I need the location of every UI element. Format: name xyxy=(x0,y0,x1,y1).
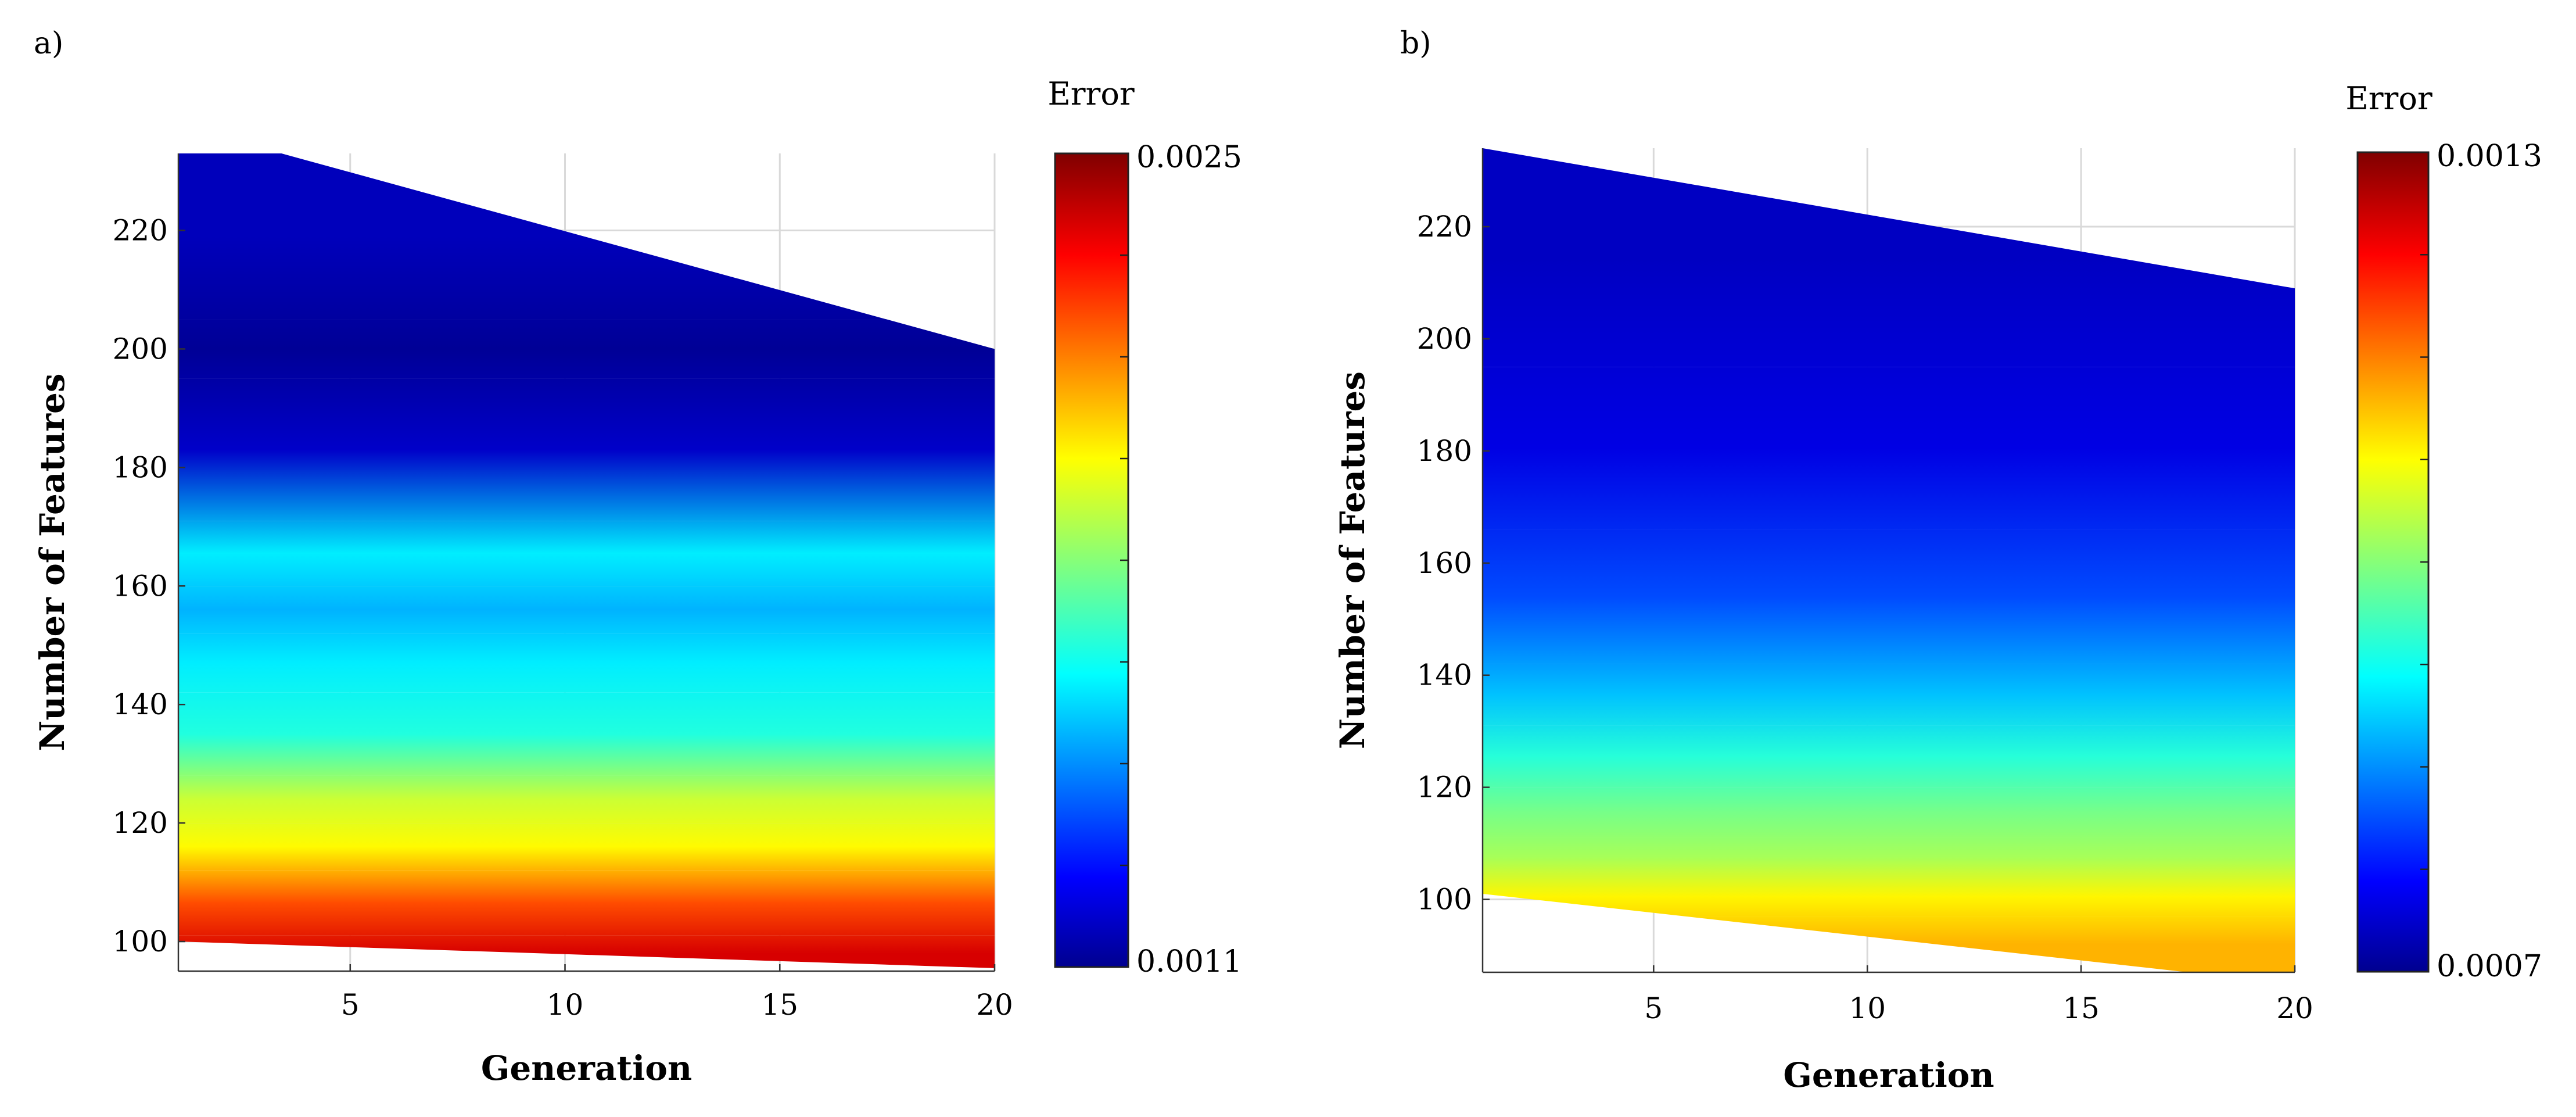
heatmap-band xyxy=(1483,787,2295,838)
heatmap-band xyxy=(1483,367,2295,529)
y-tick-label: 120 xyxy=(1417,771,1472,804)
heatmap-band xyxy=(178,586,995,633)
colorbar-min-label: 0.0007 xyxy=(2437,949,2542,984)
heatmap-band xyxy=(1483,529,2295,664)
heatmap-band xyxy=(178,823,995,871)
panel-b: 100 120 140 160 180 200 220 5 10 15 20 Generation Nu… xyxy=(1333,26,2542,1095)
colorbar-title: Error xyxy=(1047,76,1135,112)
colorbar xyxy=(2356,151,2430,973)
y-tick-label: 220 xyxy=(113,214,168,248)
heatmap-band xyxy=(178,692,995,776)
y-axis-title: Number of Features xyxy=(1333,371,1372,749)
panel-a: 100 120 140 160 180 200 220 5 10 15 20 Generation Nu… xyxy=(33,26,1242,1088)
y-tick-label: 140 xyxy=(113,688,168,721)
x-tick-label: 10 xyxy=(1849,991,1886,1025)
panel-label: a) xyxy=(34,26,63,61)
y-tick-label: 160 xyxy=(1417,546,1472,580)
heatmap-band xyxy=(178,935,995,968)
heatmap-band xyxy=(1483,664,2295,726)
y-tick-label: 100 xyxy=(1417,883,1472,916)
y-tick-label: 180 xyxy=(113,450,168,484)
heatmap-band xyxy=(178,378,995,521)
heatmap-surface xyxy=(1483,148,2295,972)
colorbar-max-label: 0.0013 xyxy=(2437,139,2542,174)
x-axis-title: Generation xyxy=(1783,1055,1994,1095)
heatmap-band xyxy=(1483,837,2295,878)
y-tick-label: 220 xyxy=(1417,210,1472,244)
heatmap-band xyxy=(1483,916,2295,972)
heatmap-band xyxy=(1483,148,2295,367)
y-tick-label: 200 xyxy=(113,332,168,366)
x-axis-title: Generation xyxy=(481,1048,692,1088)
x-tick-label: 5 xyxy=(341,988,360,1022)
y-tick-label: 100 xyxy=(113,925,168,958)
y-tick-label: 120 xyxy=(113,806,168,840)
y-tick-label: 200 xyxy=(1417,322,1472,356)
heatmap-band xyxy=(178,319,995,379)
colorbar xyxy=(1054,152,1129,968)
colorbar-max-label: 0.0025 xyxy=(1136,140,1242,175)
x-tick-label: 15 xyxy=(761,988,798,1022)
heatmap-band xyxy=(1483,725,2295,787)
heatmap-band xyxy=(178,870,995,936)
y-tick-label: 160 xyxy=(113,569,168,603)
y-tick-label: 140 xyxy=(1417,658,1472,692)
x-tick-label: 20 xyxy=(976,988,1013,1022)
x-tick-label: 10 xyxy=(547,988,584,1022)
colorbar-title: Error xyxy=(2345,80,2433,117)
heatmap-band xyxy=(1483,877,2295,916)
heatmap-band xyxy=(178,153,995,320)
y-axis-title: Number of Features xyxy=(33,373,72,751)
heatmap-surface xyxy=(178,153,995,968)
panel-label: b) xyxy=(1400,26,1431,61)
heatmap-band xyxy=(178,775,995,824)
x-tick-label: 20 xyxy=(2276,991,2313,1025)
y-tick-label: 180 xyxy=(1417,434,1472,468)
x-tick-label: 15 xyxy=(2062,991,2100,1025)
x-tick-label: 5 xyxy=(1644,991,1663,1025)
heatmap-band xyxy=(178,521,995,586)
heatmap-band xyxy=(178,633,995,693)
colorbar-min-label: 0.0011 xyxy=(1136,944,1242,979)
